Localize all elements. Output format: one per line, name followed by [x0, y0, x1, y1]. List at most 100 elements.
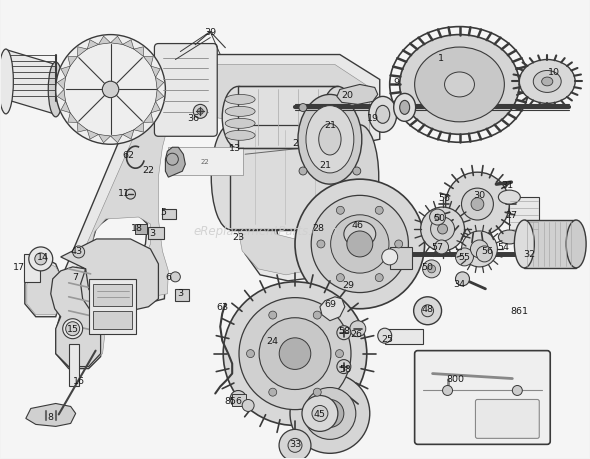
Bar: [93, 284, 133, 306]
Text: 58: 58: [338, 326, 350, 336]
Text: eReplacementParts.com: eReplacementParts.com: [193, 225, 337, 238]
Text: 63: 63: [216, 302, 228, 312]
Ellipse shape: [341, 126, 379, 230]
Circle shape: [337, 326, 351, 340]
Circle shape: [311, 196, 408, 293]
Bar: [168, 148, 243, 176]
Circle shape: [230, 391, 246, 407]
Circle shape: [197, 109, 204, 115]
Text: 19: 19: [367, 113, 379, 123]
Circle shape: [455, 272, 470, 286]
Text: 39: 39: [204, 28, 217, 37]
Ellipse shape: [399, 101, 409, 115]
Bar: [175, 289, 189, 301]
Ellipse shape: [382, 249, 398, 265]
Polygon shape: [156, 78, 164, 90]
Circle shape: [166, 154, 178, 166]
Ellipse shape: [378, 329, 392, 343]
Polygon shape: [134, 123, 143, 133]
Circle shape: [313, 311, 321, 319]
Text: 54: 54: [497, 243, 509, 252]
FancyBboxPatch shape: [415, 351, 550, 444]
Text: 46: 46: [352, 220, 364, 229]
Circle shape: [102, 82, 119, 98]
Circle shape: [442, 386, 453, 396]
Circle shape: [395, 241, 402, 248]
Polygon shape: [151, 67, 160, 78]
Ellipse shape: [322, 87, 354, 149]
Circle shape: [302, 396, 338, 431]
Bar: [525, 220, 576, 269]
Circle shape: [73, 246, 84, 258]
Text: 861: 861: [510, 307, 528, 316]
Polygon shape: [61, 67, 70, 78]
Text: 29: 29: [342, 281, 354, 290]
Polygon shape: [123, 41, 134, 50]
Polygon shape: [123, 130, 134, 140]
Text: 50: 50: [422, 263, 434, 272]
Polygon shape: [6, 50, 55, 115]
Circle shape: [422, 260, 441, 278]
Text: 21: 21: [324, 121, 336, 129]
Text: 57: 57: [431, 243, 444, 252]
Circle shape: [414, 297, 441, 325]
Bar: [238, 87, 338, 149]
Circle shape: [259, 318, 331, 390]
Circle shape: [194, 105, 207, 119]
Text: 8: 8: [48, 412, 54, 421]
Circle shape: [336, 207, 345, 215]
Text: 56: 56: [481, 247, 493, 256]
Ellipse shape: [225, 107, 255, 117]
Ellipse shape: [376, 106, 390, 124]
Text: 30: 30: [473, 190, 486, 199]
Polygon shape: [110, 135, 123, 143]
Circle shape: [313, 388, 321, 396]
Ellipse shape: [225, 131, 255, 141]
Polygon shape: [78, 48, 87, 57]
Circle shape: [299, 168, 307, 176]
Circle shape: [353, 168, 360, 176]
Circle shape: [428, 265, 435, 273]
Circle shape: [269, 388, 277, 396]
Text: 7: 7: [73, 273, 78, 282]
Bar: [390, 247, 412, 269]
Text: 21: 21: [319, 160, 331, 169]
Ellipse shape: [63, 319, 83, 339]
Text: 3: 3: [177, 289, 183, 297]
Circle shape: [512, 386, 522, 396]
Polygon shape: [110, 37, 123, 45]
Text: 45: 45: [314, 409, 326, 418]
Polygon shape: [143, 57, 153, 67]
Polygon shape: [87, 130, 99, 140]
FancyBboxPatch shape: [476, 400, 539, 438]
Circle shape: [477, 246, 493, 263]
Text: 34: 34: [454, 280, 466, 289]
Circle shape: [336, 350, 343, 358]
Circle shape: [445, 173, 509, 236]
Text: 15: 15: [67, 325, 78, 334]
Text: 26: 26: [350, 330, 362, 338]
Text: 9: 9: [394, 78, 399, 87]
Circle shape: [171, 272, 181, 282]
Circle shape: [288, 438, 302, 452]
Ellipse shape: [48, 63, 63, 118]
Bar: [24, 254, 40, 282]
Polygon shape: [151, 102, 160, 113]
Polygon shape: [68, 57, 78, 67]
Text: 33: 33: [289, 439, 301, 448]
Text: 22: 22: [142, 165, 155, 174]
Polygon shape: [99, 135, 110, 143]
Text: 62: 62: [123, 151, 135, 159]
Polygon shape: [134, 48, 143, 57]
Ellipse shape: [225, 119, 255, 129]
Ellipse shape: [369, 97, 396, 133]
Circle shape: [431, 218, 454, 241]
Circle shape: [304, 388, 356, 439]
Circle shape: [461, 189, 493, 220]
Text: 20: 20: [341, 91, 353, 100]
Ellipse shape: [542, 78, 553, 87]
Polygon shape: [68, 113, 78, 123]
Circle shape: [470, 241, 489, 258]
Text: 17: 17: [13, 263, 25, 272]
Circle shape: [312, 406, 328, 421]
